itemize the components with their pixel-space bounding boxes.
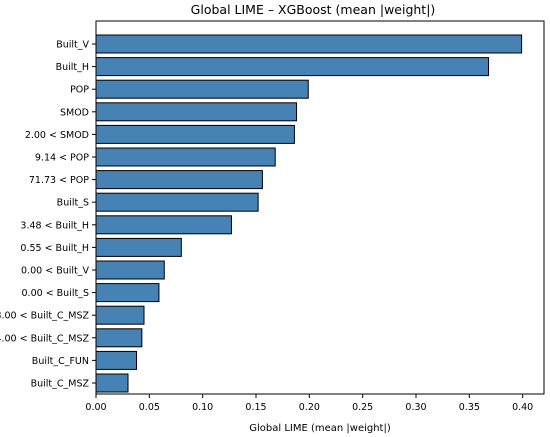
y-tick-label-7: Built_S bbox=[57, 198, 89, 209]
y-axis: Built_V Built_H POP SMOD 2.00 < SMOD 9.14 < P… bbox=[0, 40, 96, 390]
bar-14 bbox=[95, 350, 138, 370]
y-tick-label-14: Built_C_FUN bbox=[32, 356, 89, 367]
chart-title: Global LIME – XGBoost (mean |weight|) bbox=[191, 2, 436, 17]
y-tick-label-11: 0.00 < Built_S bbox=[22, 288, 89, 299]
y-tick-label-5: 9.14 < POP bbox=[35, 153, 89, 164]
y-tick-label-13: 4.00 < Built_C_MSZ bbox=[0, 333, 89, 344]
bar-1 bbox=[95, 57, 490, 77]
x-tick-label-7: 0.35 bbox=[459, 402, 480, 413]
bar-5 bbox=[95, 147, 276, 167]
x-tick-label-4: 0.20 bbox=[299, 402, 320, 413]
x-tick-label-3: 0.15 bbox=[245, 402, 266, 413]
bar-2 bbox=[95, 79, 309, 99]
x-tick-label-5: 0.25 bbox=[352, 402, 373, 413]
bar-9 bbox=[95, 237, 182, 257]
bar-4 bbox=[95, 124, 295, 144]
y-tick-label-10: 0.00 < Built_V bbox=[21, 266, 89, 277]
plot-frame bbox=[95, 20, 545, 395]
bar-15 bbox=[95, 373, 129, 393]
x-tick-label-1: 0.05 bbox=[139, 402, 160, 413]
y-tick-label-1: Built_H bbox=[56, 62, 89, 73]
y-tick-label-4: 2.00 < SMOD bbox=[25, 130, 89, 141]
bar-3 bbox=[95, 102, 298, 122]
y-tick-label-9: 0.55 < Built_H bbox=[20, 243, 89, 254]
bar-7 bbox=[95, 192, 259, 212]
x-axis-label: Global LIME (mean |weight|) bbox=[249, 423, 391, 434]
bar-10 bbox=[95, 260, 165, 280]
y-tick-label-15: Built_C_MSZ bbox=[31, 379, 90, 390]
bars-group bbox=[95, 34, 523, 393]
bar-0 bbox=[95, 34, 523, 54]
bar-11 bbox=[95, 283, 160, 303]
y-tick-label-3: SMOD bbox=[60, 107, 89, 118]
x-tick-label-0: 0.00 bbox=[85, 402, 106, 413]
x-tick-label-2: 0.10 bbox=[192, 402, 213, 413]
y-tick-label-8: 3.48 < Built_H bbox=[20, 220, 89, 231]
x-tick-label-8: 0.40 bbox=[512, 402, 533, 413]
y-tick-label-12: 3.00 < Built_C_MSZ bbox=[0, 311, 89, 322]
x-tick-label-6: 0.30 bbox=[405, 402, 426, 413]
bar-8 bbox=[95, 215, 232, 235]
bar-12 bbox=[95, 305, 145, 325]
bar-6 bbox=[95, 170, 263, 190]
y-tick-label-2: POP bbox=[70, 85, 89, 96]
y-tick-label-0: Built_V bbox=[56, 40, 89, 51]
x-axis: 0.00 0.05 0.10 0.15 0.20 0.25 0.30 0.35 0.40 bbox=[85, 394, 533, 413]
bar-13 bbox=[95, 328, 143, 348]
y-tick-label-6: 71.73 < POP bbox=[29, 175, 89, 186]
